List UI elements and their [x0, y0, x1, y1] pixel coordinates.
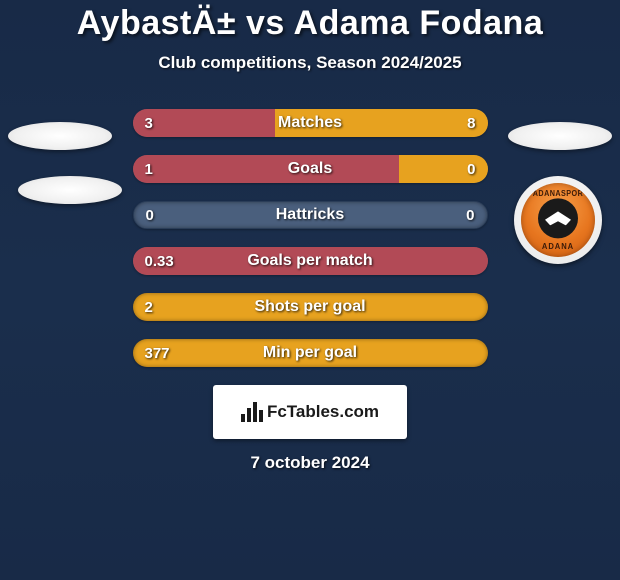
stat-row: 1Goals0	[133, 155, 488, 183]
stat-value-right: 0	[467, 155, 475, 183]
badge-bottom-text: ADANA	[523, 242, 593, 251]
team-right-badge: ADANASPOR ADANA	[514, 176, 602, 264]
stat-label: Matches	[133, 109, 488, 137]
stat-row: 3Matches8	[133, 109, 488, 137]
stats-bars: 3Matches81Goals00Hattricks00.33Goals per…	[133, 109, 488, 367]
page-title: AybastÄ± vs Adama Fodana	[0, 4, 620, 43]
team-left-badge-placeholder	[18, 176, 122, 204]
stat-label: Min per goal	[133, 339, 488, 367]
stat-label: Goals	[133, 155, 488, 183]
stat-label: Goals per match	[133, 247, 488, 275]
stat-value-right: 8	[467, 109, 475, 137]
stat-row: 0.33Goals per match	[133, 247, 488, 275]
comparison-card: AybastÄ± vs Adama Fodana Club competitio…	[0, 0, 620, 580]
stat-label: Hattricks	[134, 202, 487, 228]
badge-center-icon	[538, 198, 578, 238]
stat-row: 0Hattricks0	[133, 201, 488, 229]
stat-label: Shots per goal	[133, 293, 488, 321]
stat-row: 377Min per goal	[133, 339, 488, 367]
date-label: 7 october 2024	[0, 453, 620, 473]
player-right-avatar-placeholder	[508, 122, 612, 150]
stat-row: 2Shots per goal	[133, 293, 488, 321]
branding-badge: FcTables.com	[213, 385, 407, 439]
fctables-logo-icon	[241, 402, 263, 422]
player-left-avatar-placeholder	[8, 122, 112, 150]
stat-value-right: 0	[466, 202, 474, 228]
subtitle: Club competitions, Season 2024/2025	[0, 53, 620, 73]
badge-top-text: ADANASPOR	[525, 189, 592, 198]
branding-text: FcTables.com	[267, 402, 379, 422]
